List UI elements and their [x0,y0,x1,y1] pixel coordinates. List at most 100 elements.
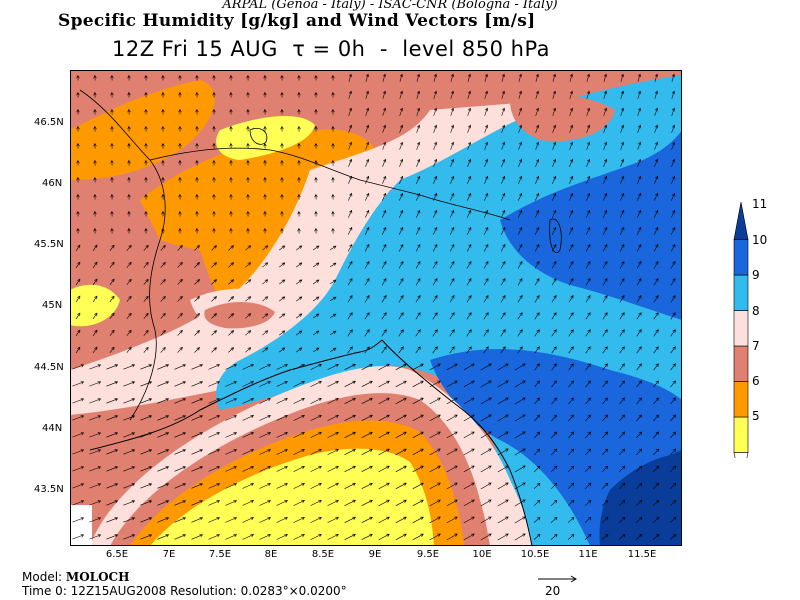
wind-vector [161,91,165,98]
wind-vector [140,398,153,404]
wind-vector [293,534,305,540]
wind-vector [416,209,421,218]
lake-outline [249,127,268,145]
wind-vector [653,414,660,422]
wind-vector [312,279,320,285]
wind-vector [429,465,441,473]
wind-vector [378,499,390,507]
wind-vector [106,534,119,540]
wind-vector [348,90,353,99]
wind-vector [446,482,458,490]
humidity-field-10-11-north [500,130,682,320]
wind-vector [364,295,370,303]
wind-vector [483,226,489,235]
map-border [70,70,682,546]
wind-vector [399,192,404,201]
wind-vector [415,278,421,286]
wind-vector [195,193,199,200]
wind-vector [429,380,441,388]
wind-vector [463,465,475,473]
wind-vector [106,381,119,387]
wind-vector [497,465,509,473]
wind-vector [161,227,165,234]
wind-vector [619,243,625,252]
wind-vector [534,226,540,235]
wind-vector [501,158,506,167]
wind-vector [327,465,339,472]
wind-vector [160,261,166,268]
wind-vector [348,175,353,184]
wind-vector [177,244,183,251]
wind-vector [140,381,153,387]
wind-vector [211,296,217,302]
wind-vector [92,295,98,303]
wind-vector [398,329,404,337]
wind-vector [160,295,166,302]
wind-vector [653,448,660,456]
wind-vector [483,346,489,354]
wind-vector [381,226,387,235]
wind-vector [518,124,523,133]
wind-vector [552,107,557,116]
wind-vector [399,73,404,82]
wind-vector [364,329,370,337]
wind-vector [484,158,489,167]
wind-vector [212,142,216,149]
wind-vector [395,482,407,490]
wind-vector [429,499,441,507]
wind-vector [637,192,642,201]
wind-vector [361,482,373,489]
wind-vector [123,415,136,421]
wind-vector [310,397,322,404]
wind-vector [654,141,659,150]
humidity-field-6-7-north [140,129,382,252]
wind-vector [652,499,660,506]
model-name: MOLOCH [65,570,130,584]
wind-vector [348,141,353,150]
wind-vector [361,414,373,421]
wind-vector [89,466,102,472]
wind-vector [177,312,183,319]
wind-vector [126,261,132,268]
wind-vector [585,312,591,320]
wind-vector [262,347,269,353]
wind-vector [463,516,475,524]
wind-vector [225,466,238,472]
wind-vector [195,227,199,234]
wind-vector [144,74,148,81]
wind-vector [212,108,216,115]
wind-vector [327,482,339,489]
wind-vector [140,517,153,523]
wind-vector [89,432,102,438]
wind-vector [636,380,642,388]
wind-vector [602,363,608,371]
wind-vector [382,73,387,82]
wind-vector [378,363,390,371]
wind-vector [449,226,455,235]
wind-vector [344,414,356,421]
wind-vector [331,159,335,166]
wind-vector [636,243,642,252]
wind-vector [569,141,574,150]
wind-vector [429,482,441,490]
wind-vector [497,380,509,388]
reference-vector-arrow [538,575,577,583]
lat-label-46-5: 46.5N [34,117,64,128]
wind-vector [293,466,305,472]
wind-vector [92,329,98,337]
wind-vector [480,482,492,490]
wind-vector [433,158,438,167]
wind-vector [191,381,204,387]
wind-vector [225,381,238,387]
wind-vector [76,142,80,149]
wind-vector [412,380,424,388]
colorbar-cell-4 [733,310,749,347]
wind-vector [76,74,80,81]
colorbar-cell-6 [733,239,749,276]
wind-vector [653,260,659,269]
wind-vector [602,312,608,320]
wind-vector [195,125,199,132]
model-info: Model: MOLOCH [22,570,129,584]
wind-vector [585,397,591,405]
wind-vector [381,278,387,286]
